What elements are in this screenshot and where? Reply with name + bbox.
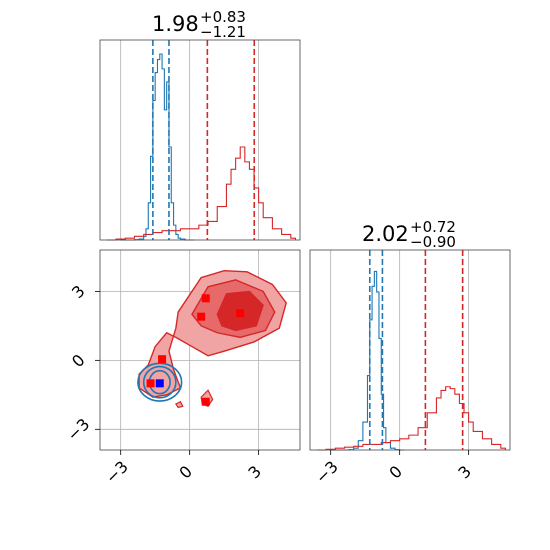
scatter-red-point-4 xyxy=(146,379,155,388)
contour-blue-ring-2 xyxy=(137,362,183,402)
scatter-red-point-1 xyxy=(197,312,206,321)
p0-xaxis-tick-label-0: −3 xyxy=(102,457,132,487)
title-p1-minus: −0.90 xyxy=(410,233,456,251)
scatter-blue-point-0 xyxy=(155,379,164,388)
panel-hist-p0 xyxy=(99,39,301,241)
title-p0-plus: +0.83 xyxy=(200,8,246,26)
scatter-red-point-5 xyxy=(201,397,210,406)
panel-hist-p1 xyxy=(309,249,511,451)
p1-xaxis-tick-label-1: 0 xyxy=(385,462,406,483)
p1-yaxis-tick-label-2: 3 xyxy=(68,281,89,302)
scatter-red-point-3 xyxy=(158,355,167,364)
p1-xaxis-tick-label-0: −3 xyxy=(312,457,342,487)
hist-p0-blue xyxy=(120,53,195,241)
contour-red-island-1 xyxy=(174,400,184,409)
hist-p1-red xyxy=(316,386,506,451)
title-p1-plus: +0.72 xyxy=(410,218,456,236)
hist-p0-red xyxy=(106,146,296,241)
panel-hist-p1-frame xyxy=(309,249,511,451)
title-p0: 1.98 +0.83 −1.21 xyxy=(152,8,246,41)
p0-xaxis-tick-label-1: 0 xyxy=(175,462,196,483)
p1-yaxis-tick-label-1: 0 xyxy=(68,350,89,371)
panel-2d xyxy=(99,249,301,451)
title-p0-minus: −1.21 xyxy=(200,23,246,41)
p1-xaxis-tick-label-2: 3 xyxy=(454,462,475,483)
scatter-red-point-0 xyxy=(201,294,210,303)
title-p1-median: 2.02 xyxy=(362,222,409,246)
panel-hist-p0-frame xyxy=(99,39,301,241)
hist-p1-blue xyxy=(330,270,405,451)
title-p1: 2.02 +0.72 −0.90 xyxy=(362,218,456,251)
contour-blue-ring-1 xyxy=(142,365,177,399)
panel-2d-frame xyxy=(99,249,301,451)
scatter-red-point-2 xyxy=(236,309,245,318)
p1-yaxis-tick-label-0: −3 xyxy=(63,415,93,445)
title-p0-median: 1.98 xyxy=(152,12,199,36)
p0-xaxis-tick-label-2: 3 xyxy=(244,462,265,483)
